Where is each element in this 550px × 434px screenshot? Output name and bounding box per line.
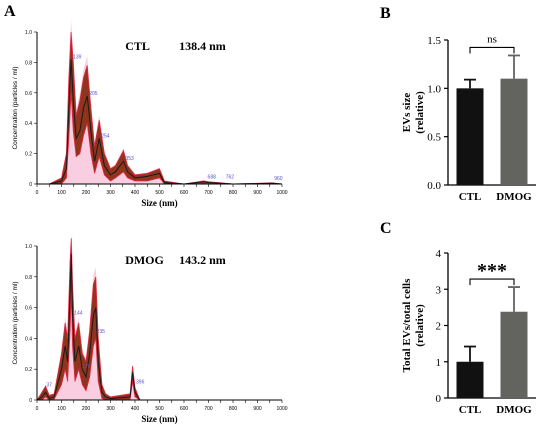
b-y-tick-label: 1.5 (427, 35, 441, 47)
c-bar-ctl (456, 361, 484, 398)
dmog-peak-label: 144 (74, 310, 83, 316)
dmog-x-tick-label: 600 (180, 406, 189, 412)
dmog-y-tick-label: 0.8 (25, 275, 32, 281)
panel-c-letter: C (380, 220, 392, 237)
dmog-annotation-value: 143.2 nm (179, 253, 226, 267)
c-y-axis-label-line: Total EVs/total cells (401, 278, 413, 372)
dmog-x-tick-label: 100 (57, 406, 66, 412)
b-bar-ctl (456, 88, 484, 185)
ctl-y-tick-label: 0.8 (25, 60, 32, 66)
ctl-annotation-value: 138.4 nm (179, 39, 226, 53)
b-y-axis-label-line: (relative) (414, 91, 426, 134)
ctl-x-tick-label: 100 (57, 190, 66, 196)
dmog-x-tick-label: 400 (131, 406, 140, 412)
dmog-y-axis-label: Concentration (particles / ml) (12, 281, 19, 364)
dmog-y-tick-label: 1.0 (25, 244, 32, 250)
dmog-peak-label: 175 (82, 364, 91, 370)
nta-plot-dmog: 0 100 200 300 400 500 600 700 800 900 1000 0 0.2 0.4 0… (12, 233, 288, 424)
b-significance-bracket (469, 46, 515, 54)
dmog-mean-line (36, 253, 282, 401)
ctl-x-tick-label: 0 (36, 190, 39, 196)
ctl-x-tick-label: 700 (204, 190, 213, 196)
ctl-x-tick-label: 400 (131, 190, 140, 196)
dmog-peak-label: 396 (136, 380, 145, 386)
c-y-tick-label: 0 (436, 393, 442, 405)
c-y-tick-label: 3 (436, 284, 442, 296)
dmog-x-tick-label: 900 (253, 406, 262, 412)
ctl-y-tick-label: 0.2 (25, 152, 32, 158)
ctl-peak-label: 254 (101, 133, 110, 139)
ctl-annotation-sample: CTL (125, 39, 150, 53)
ctl-x-tick-label: 900 (253, 190, 262, 196)
ctl-mean-line (49, 59, 283, 185)
ctl-x-tick-label: 1000 (276, 190, 287, 196)
ctl-peak-label: 139 (73, 54, 82, 60)
b-bar-dmog (500, 78, 528, 185)
ctl-y-tick-label: 0.6 (25, 91, 32, 97)
b-y-axis-label-line: EVs size (401, 93, 413, 133)
dmog-x-tick-label: 700 (204, 406, 213, 412)
panel-a: A 0 100 200 300 400 500 600 700 800 900 1000 0 0.2 0.… (4, 3, 288, 424)
ctl-y-tick-label: 1.0 (25, 30, 32, 36)
ctl-y-axis-label: Concentration (particles / ml) (12, 66, 19, 149)
ctl-y-tick-label: 0.4 (25, 121, 32, 127)
b-y-tick-label: 0.0 (427, 180, 441, 192)
ctl-x-tick-label: 200 (82, 190, 91, 196)
panel-b-letter: B (380, 5, 391, 22)
panel-b-svg: B 0.0 0.5 1.0 1.5 CTL DMOG ns EVs size (relative… (380, 5, 536, 203)
panel-b: B 0.0 0.5 1.0 1.5 CTL DMOG ns EVs size (relative… (380, 0, 550, 215)
ctl-x-tick-label: 300 (106, 190, 115, 196)
b-significance-label: ns (487, 33, 497, 45)
dmog-x-tick-label: 500 (155, 406, 164, 412)
dmog-peak-label: 235 (97, 329, 106, 335)
nta-plot-ctl: 0 100 200 300 400 500 600 700 800 900 1000 0 0.2 0.4 0… (12, 19, 288, 208)
c-bar-dmog (500, 311, 528, 398)
dmog-x-tick-label: 0 (36, 406, 39, 412)
dmog-annotation-sample: DMOG (125, 253, 164, 267)
c-y-tick-label: 2 (436, 321, 442, 333)
dmog-x-tick-label: 300 (106, 406, 115, 412)
b-y-tick-label: 1.0 (427, 83, 441, 95)
ctl-x-tick-label: 500 (155, 190, 164, 196)
dmog-peak-label: 37 (46, 383, 52, 389)
panel-a-svg: A 0 100 200 300 400 500 600 700 800 900 100000.20.… (4, 3, 288, 424)
ctl-peak-label: 353 (125, 156, 134, 162)
dmog-y-tick-label: 0.4 (25, 336, 32, 342)
c-y-tick-label: 4 (436, 248, 442, 260)
dmog-x-axis-label: Size (nm) (141, 414, 177, 424)
panel-c: C 0 1 2 3 4 CTL DMOG *** Total EVs/total cells (r… (380, 215, 550, 429)
b-x-tick-label: CTL (459, 191, 482, 203)
ctl-peak-label: 688 (208, 174, 217, 180)
dmog-x-tick-label: 1000 (276, 406, 287, 412)
ctl-x-tick-label: 800 (229, 190, 238, 196)
panel-a-letter: A (4, 3, 16, 20)
ctl-x-axis-label: Size (nm) (141, 198, 177, 208)
b-x-tick-label: DMOG (496, 191, 532, 203)
dmog-x-tick-label: 200 (82, 406, 91, 412)
ctl-glow-band (49, 19, 282, 185)
c-significance-label: *** (477, 260, 507, 282)
ctl-peak-label: 960 (274, 176, 283, 182)
ctl-y-tick-label: 0 (29, 182, 32, 188)
c-significance-bracket (469, 278, 515, 286)
dmog-y-tick-label: 0.2 (25, 367, 32, 373)
dmog-x-tick-label: 800 (229, 406, 238, 412)
b-y-tick-label: 0.5 (427, 132, 441, 144)
dmog-y-tick-label: 0.6 (25, 306, 32, 312)
panel-c-svg: C 0 1 2 3 4 CTL DMOG *** Total EVs/total cells (r… (380, 220, 536, 416)
dmog-y-tick-label: 0 (29, 398, 32, 404)
ctl-peak-label: 205 (89, 91, 98, 97)
c-y-axis-label-line: (relative) (414, 304, 426, 347)
c-y-tick-label: 1 (436, 357, 442, 369)
c-x-tick-label: DMOG (496, 404, 532, 416)
c-x-tick-label: CTL (459, 404, 482, 416)
ctl-x-tick-label: 600 (180, 190, 189, 196)
ctl-peak-label: 762 (226, 174, 235, 180)
